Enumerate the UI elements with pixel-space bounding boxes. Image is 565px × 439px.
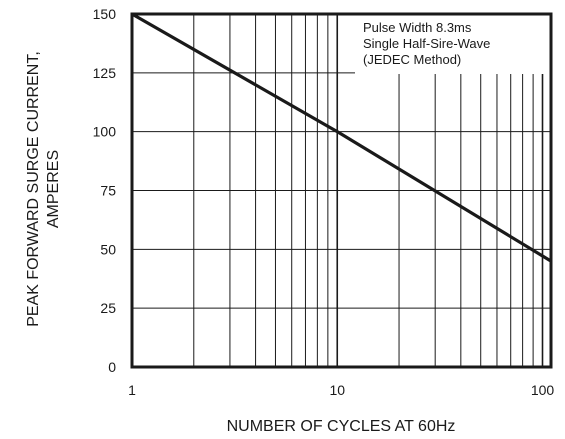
series-layer (131, 12, 552, 263)
plot-frame (130, 12, 553, 369)
x-axis-title: NUMBER OF CYCLES AT 60Hz (227, 418, 456, 435)
x-tick-label: 1 (128, 382, 136, 398)
annotation-box: Pulse Width 8.3ms Single Half-Sire-Wave … (355, 14, 551, 74)
annotation-line-1: Pulse Width 8.3ms (363, 20, 472, 35)
y-tick-label: 50 (100, 241, 116, 257)
y-tick-label: 0 (108, 359, 116, 375)
y-axis-title-line-2: AMPERES (45, 150, 62, 228)
y-tick-label: 150 (93, 6, 117, 22)
y-tick-label: 75 (100, 183, 116, 199)
annotation-background (355, 14, 551, 74)
y-axis-title-line-1: PEAK FORWARD SURGE CURRENT, (25, 51, 42, 327)
x-tick-label: 100 (531, 382, 555, 398)
series-line (131, 12, 552, 263)
y-tick-label: 125 (93, 65, 117, 81)
annotation-line-3: (JEDEC Method) (363, 52, 461, 67)
annotation-line-2: Single Half-Sire-Wave (363, 36, 490, 51)
x-tick-label: 10 (329, 382, 345, 398)
tick-labels: 0 25 50 75 100 125 150 1 10 100 (93, 6, 555, 398)
y-tick-label: 25 (100, 300, 116, 316)
y-tick-label: 100 (93, 124, 117, 140)
